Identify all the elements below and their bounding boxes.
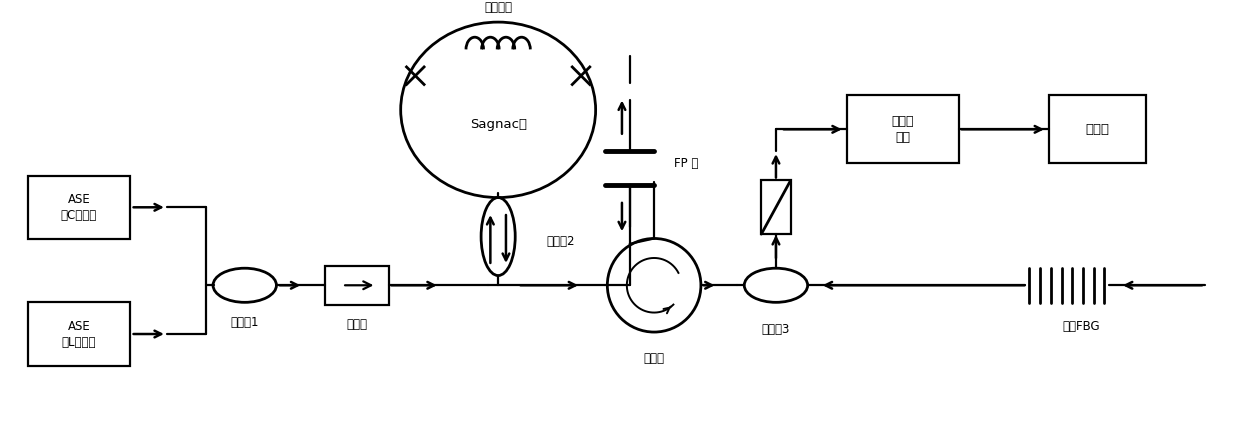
Bar: [27, 175, 130, 239]
Text: 环形器: 环形器: [644, 352, 665, 365]
Text: 耦合器1: 耦合器1: [231, 316, 259, 329]
Text: 双孔光纤: 双孔光纤: [484, 1, 512, 14]
Text: FP 腔: FP 腔: [673, 157, 698, 170]
Text: 耦合器3: 耦合器3: [761, 323, 790, 336]
Text: 示波器: 示波器: [1085, 123, 1110, 136]
Text: 耦合器2: 耦合器2: [547, 235, 575, 248]
Text: ASE
（C波段）: ASE （C波段）: [61, 193, 97, 222]
Text: 光电探
测器: 光电探 测器: [892, 115, 914, 144]
Bar: [325, 266, 388, 305]
Bar: [27, 302, 130, 366]
Text: 平顶FBG: 平顶FBG: [1063, 320, 1100, 333]
Text: ASE
（L波段）: ASE （L波段）: [62, 320, 97, 348]
Bar: [847, 95, 959, 163]
Bar: [761, 181, 791, 234]
Text: 隔离器: 隔离器: [346, 318, 367, 331]
Bar: [1049, 95, 1146, 163]
Text: Sagnac环: Sagnac环: [470, 118, 527, 131]
